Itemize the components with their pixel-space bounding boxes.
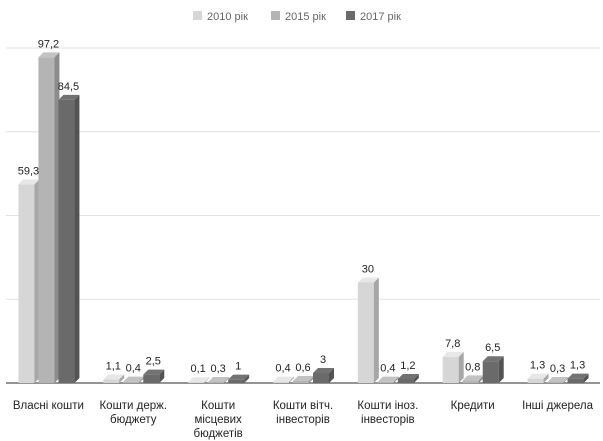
data-label: 1,2 <box>400 360 415 372</box>
data-label: 0,8 <box>465 361 480 373</box>
bar <box>527 373 549 383</box>
bar <box>397 373 419 383</box>
data-label: 1,3 <box>530 360 545 372</box>
category-label: Кошти місцевих бюджетів <box>193 400 242 440</box>
bar <box>123 376 145 383</box>
data-label: 3 <box>320 354 326 366</box>
data-label: 1,1 <box>106 360 121 372</box>
data-label: 1 <box>235 361 241 373</box>
data-label: 30 <box>362 264 374 276</box>
category-label: Кошти іноз. інвесторів <box>357 400 418 426</box>
bar <box>293 375 314 383</box>
bar <box>18 179 40 383</box>
data-label: 97,2 <box>38 38 59 50</box>
data-label: 2,5 <box>146 356 161 368</box>
category-labels: Власні кошти Кошти держ. бюджету Кошти місце… <box>13 400 594 440</box>
bar <box>273 376 294 383</box>
bar <box>357 277 379 383</box>
data-label: 0,4 <box>126 363 141 375</box>
bar <box>143 369 165 383</box>
legend-swatch <box>271 11 280 20</box>
data-label: 1,3 <box>570 360 585 372</box>
data-label: 6,5 <box>485 342 500 354</box>
category-label: Власні кошти <box>13 400 84 412</box>
bar <box>462 375 484 383</box>
legend-swatch <box>193 11 202 20</box>
category-label: Кошти держ. бюджету <box>99 400 167 426</box>
bar <box>482 356 504 383</box>
data-label: 0,1 <box>190 363 205 375</box>
data-label: 59,3 <box>18 165 39 177</box>
bar <box>188 377 210 383</box>
data-label: 7,8 <box>445 338 460 350</box>
category-label: Кредити <box>451 400 495 412</box>
data-label: 0,4 <box>275 363 290 375</box>
legend-swatch <box>346 11 355 20</box>
category-label: Інші джерела <box>522 400 593 412</box>
bar <box>547 376 569 383</box>
legend-label: 2017 рік <box>360 11 401 23</box>
bar <box>38 52 60 383</box>
bar <box>377 376 399 383</box>
gridlines <box>6 47 600 384</box>
bar <box>567 373 589 383</box>
bar <box>442 351 464 383</box>
data-label: 84,5 <box>58 81 79 93</box>
data-label: 0,6 <box>295 362 310 374</box>
legend-label: 2010 рік <box>207 11 248 23</box>
bar <box>228 374 250 383</box>
data-label: 0,3 <box>210 363 225 375</box>
legend-label: 2015 рік <box>285 11 326 23</box>
category-label: Кошти вітч. інвесторів <box>273 400 333 426</box>
data-label: 0,4 <box>380 363 395 375</box>
bar <box>58 94 80 384</box>
data-label: 0,3 <box>550 363 565 375</box>
bar <box>208 376 230 383</box>
bar <box>103 374 125 383</box>
bars <box>18 52 589 384</box>
data-labels: 59,3 97,2 84,5 1,1 0,4 2,5 0,1 0,3 1 0,4 0,6 3 30 0,4… <box>18 38 586 375</box>
bar <box>313 367 334 383</box>
legend: 2010 рік 2015 рік 2017 рік <box>193 11 401 23</box>
